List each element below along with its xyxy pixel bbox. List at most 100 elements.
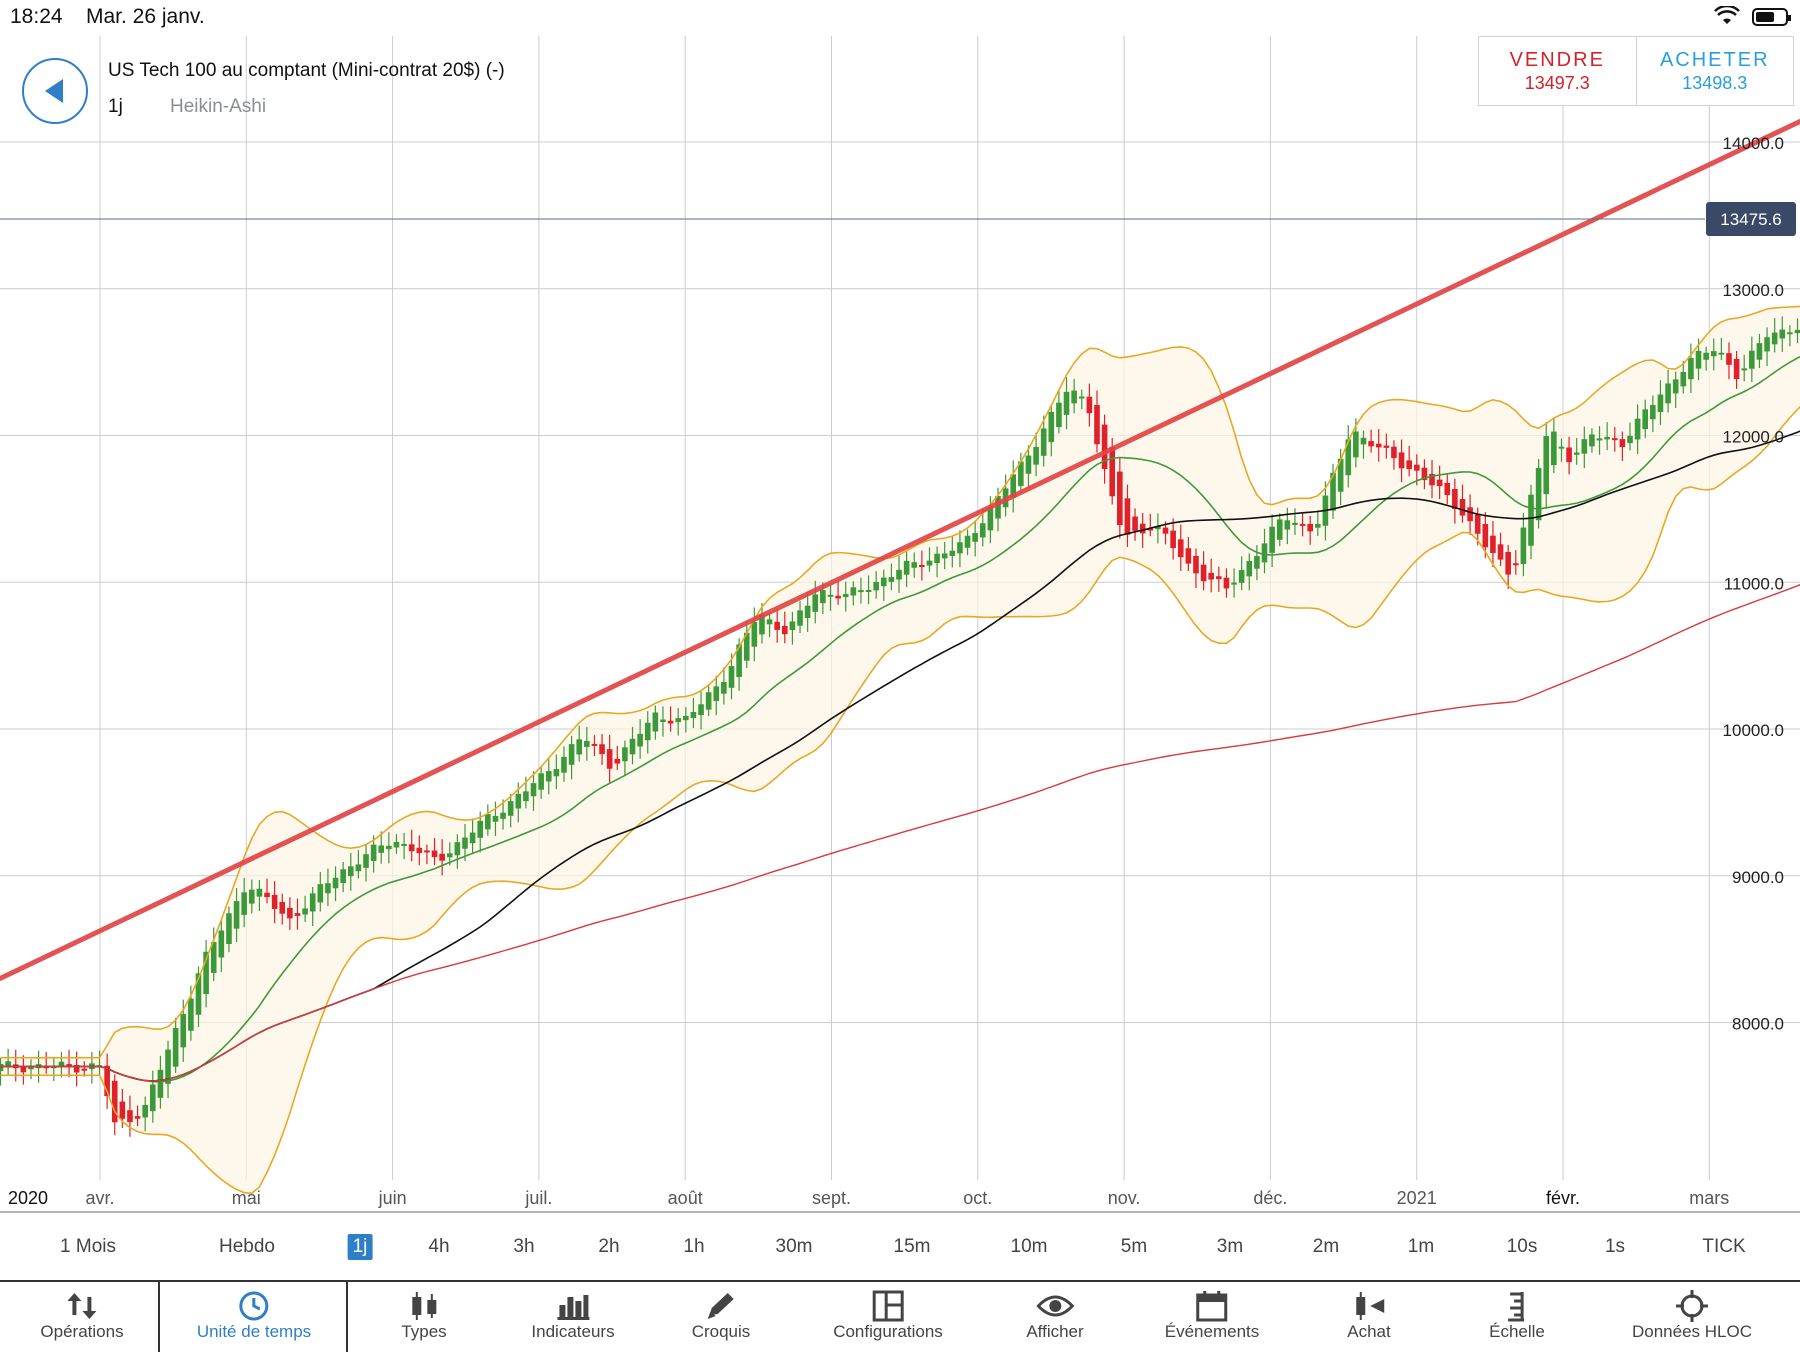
y-tick-label: 12000.0	[1723, 428, 1784, 447]
candle-body	[1787, 332, 1793, 334]
candle-body	[1384, 446, 1390, 448]
candle-body	[1513, 563, 1519, 565]
candle-body	[1688, 358, 1694, 379]
sell-button[interactable]: VENDRE 13497.3	[1479, 37, 1636, 105]
candle-body	[1292, 523, 1298, 525]
candle-body	[1201, 565, 1207, 582]
candle-body	[927, 561, 933, 566]
candle-body	[942, 553, 948, 558]
candle-body	[112, 1081, 118, 1122]
candle-body	[1726, 353, 1732, 365]
timeframe-option[interactable]: TICK	[1697, 1234, 1750, 1260]
candle-body	[576, 739, 582, 754]
toolbar-item[interactable]: Achat	[1347, 1290, 1390, 1342]
candle-body	[698, 704, 704, 715]
status-time: 18:24	[10, 5, 63, 29]
timeframe-option[interactable]: 3h	[508, 1234, 539, 1260]
candle-body	[295, 913, 301, 916]
toolbar-item-label: Configurations	[833, 1322, 943, 1342]
toolbar-item[interactable]: Indicateurs	[531, 1290, 614, 1342]
toolbar-item[interactable]: Types	[401, 1290, 446, 1342]
candle-body	[272, 895, 278, 909]
timeframe-option[interactable]: 1 Mois	[55, 1234, 121, 1260]
candle-body	[371, 845, 377, 861]
toolbar-item[interactable]: Croquis	[692, 1290, 751, 1342]
timeframe-bar: 1 Mois Hebdo 1j 4h 3h 2h 1h 30m 15m 10m 5m 3m 2m 1m 10…	[0, 1214, 1800, 1278]
candle-body	[226, 913, 232, 944]
candle-body	[919, 565, 925, 567]
candle-body	[1163, 528, 1169, 534]
candle-body	[934, 554, 940, 563]
candle-body	[302, 908, 308, 914]
candle-body	[1262, 543, 1268, 562]
candle-body	[508, 801, 514, 816]
candle-body	[439, 854, 445, 861]
candle-body	[873, 582, 879, 590]
toolbar-item[interactable]: Afficher	[1026, 1290, 1083, 1342]
timeframe-option[interactable]: 1h	[678, 1234, 709, 1260]
back-button[interactable]	[22, 58, 88, 124]
candle-body	[1536, 468, 1542, 520]
battery-icon	[1752, 8, 1788, 26]
timeframe-option[interactable]: Hebdo	[214, 1234, 280, 1260]
candle-body	[538, 773, 544, 789]
candle-body	[241, 892, 247, 915]
timeframe-option[interactable]: 30m	[771, 1234, 818, 1260]
candle-body	[1543, 436, 1549, 494]
y-tick-label: 14000.0	[1723, 134, 1784, 153]
candle-body	[1772, 333, 1778, 345]
candle-body	[333, 878, 339, 889]
toolbar-item[interactable]: Événements	[1165, 1290, 1260, 1342]
timeframe-option[interactable]: 10m	[1006, 1234, 1053, 1260]
candle-body	[1490, 536, 1496, 553]
buy-button[interactable]: ACHETER 13498.3	[1636, 37, 1794, 105]
timeframe-option[interactable]: 2h	[593, 1234, 624, 1260]
candle-body	[1239, 570, 1245, 583]
candle-body	[546, 771, 552, 781]
candle-body	[127, 1110, 133, 1122]
toolbar-item-label: Achat	[1347, 1322, 1390, 1342]
candle-body	[1757, 343, 1763, 360]
timeframe-option[interactable]: 10s	[1502, 1234, 1543, 1260]
toolbar-item[interactable]: Données HLOC	[1632, 1290, 1752, 1342]
y-tick-label: 9000.0	[1732, 868, 1784, 887]
buy-label: ACHETER	[1637, 49, 1794, 72]
toolbar-item[interactable]: Configurations	[833, 1290, 943, 1342]
toolbar-item[interactable]: Opérations	[40, 1290, 123, 1342]
sell-label: VENDRE	[1479, 49, 1636, 72]
candle-body	[660, 720, 666, 722]
candle-body	[1033, 447, 1039, 465]
candle-body	[713, 686, 719, 701]
candle-body	[1444, 483, 1450, 495]
timeframe-option[interactable]: 3m	[1212, 1234, 1248, 1260]
candle-body	[1254, 556, 1260, 569]
candle-body	[493, 816, 499, 822]
current-price-label: 13475.6	[1720, 210, 1781, 229]
candle-body	[729, 666, 735, 688]
price-chart[interactable]: 14000.013000.012000.011000.010000.09000.…	[0, 36, 1800, 1214]
candle-body	[1376, 444, 1382, 448]
candle-body	[1368, 441, 1374, 446]
status-date: Mar. 26 janv.	[86, 5, 205, 29]
toolbar-item-label: Indicateurs	[531, 1322, 614, 1342]
candle-body	[348, 866, 354, 876]
candle-body	[287, 908, 293, 919]
candle-body	[721, 682, 727, 694]
candle-body	[1612, 438, 1618, 440]
timeframe-option[interactable]: 1m	[1403, 1234, 1439, 1260]
toolbar-item[interactable]: Unité de temps	[197, 1290, 311, 1342]
buy-icon	[1347, 1290, 1390, 1322]
candle-body	[1680, 372, 1686, 386]
candle-body	[1125, 498, 1131, 534]
timeframe-option[interactable]: 2m	[1308, 1234, 1344, 1260]
timeframe-option[interactable]: 5m	[1116, 1234, 1152, 1260]
timeframe-option[interactable]: 1j	[348, 1234, 373, 1260]
candle-body	[995, 496, 1001, 518]
toolbar-item[interactable]: Échelle	[1489, 1290, 1545, 1342]
y-tick-label: 8000.0	[1732, 1015, 1784, 1034]
candle-body	[1703, 353, 1709, 360]
timeframe-option[interactable]: 4h	[423, 1234, 454, 1260]
candle-body	[812, 594, 818, 612]
timeframe-option[interactable]: 15m	[889, 1234, 936, 1260]
timeframe-option[interactable]: 1s	[1600, 1234, 1630, 1260]
